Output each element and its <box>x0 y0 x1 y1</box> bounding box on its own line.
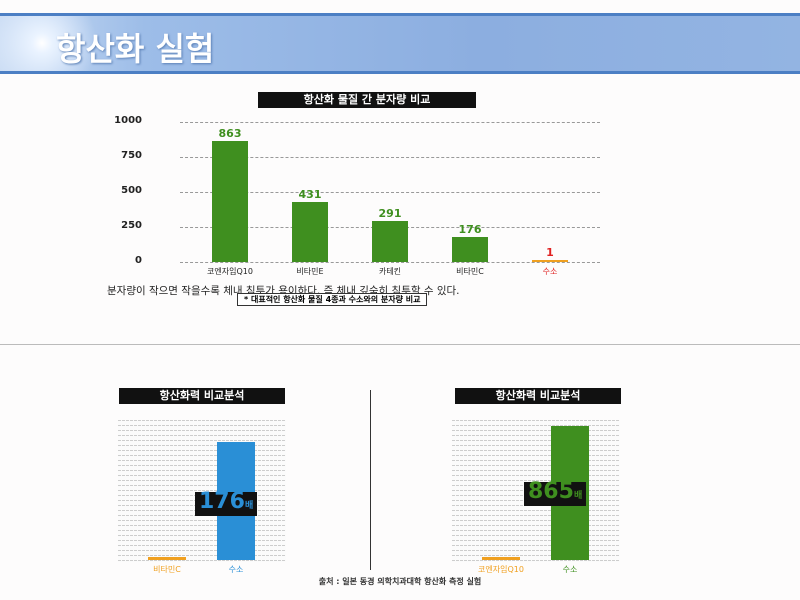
multiplier-unit: 배 <box>244 501 254 511</box>
bar-비타민C <box>148 557 186 560</box>
data-label: 176 <box>458 223 482 237</box>
x-label: 수소 <box>228 565 244 574</box>
bar <box>372 221 408 262</box>
bar-코엔자임Q10 <box>482 557 520 560</box>
data-label: 291 <box>378 207 402 221</box>
section-divider <box>0 344 800 345</box>
data-label: 431 <box>298 187 322 201</box>
x-label: 코엔자임Q10 <box>478 565 524 574</box>
bar <box>452 237 488 262</box>
y-tick-label: 500 <box>121 185 142 196</box>
x-tick-label: 비타민E <box>296 267 324 276</box>
x-label: 비타민C <box>153 565 181 574</box>
multiplier-label: 176배 <box>195 489 258 516</box>
bar <box>212 141 248 262</box>
y-tick-label: 250 <box>121 220 142 231</box>
multiplier-label: 865배 <box>524 479 587 506</box>
bar <box>292 201 328 262</box>
gridline <box>180 262 600 263</box>
bar <box>532 260 568 262</box>
source-text: 출처 : 일본 동경 의학치과대학 항산화 측정 실험 <box>318 577 482 586</box>
x-tick-label: 수소 <box>542 267 558 276</box>
multiplier-value: 176 <box>199 489 245 514</box>
y-tick-label: 0 <box>135 255 142 266</box>
vertical-divider <box>370 390 371 570</box>
x-tick-label: 카테킨 <box>378 267 402 276</box>
y-tick-label: 750 <box>121 150 142 161</box>
x-label: 수소 <box>562 565 578 574</box>
data-label: 863 <box>218 127 242 141</box>
gridline <box>180 122 600 123</box>
gridline <box>180 192 600 193</box>
chart3-grid <box>452 420 620 562</box>
chart2-grid <box>118 420 286 562</box>
gridline <box>180 157 600 158</box>
footnote: * 대표적인 항산화 물질 4종과 수소와의 분자량 비교 <box>237 293 428 306</box>
chart1-title: 항산화 물질 간 분자량 비교 <box>258 92 476 108</box>
multiplier-unit: 배 <box>573 491 583 501</box>
chart2-title: 항산화력 비교분석 <box>119 388 285 404</box>
header-banner: 항산화 실험 <box>0 13 800 74</box>
y-tick-label: 1000 <box>114 115 142 126</box>
x-tick-label: 비타민C <box>456 267 484 276</box>
x-tick-label: 코엔자임Q10 <box>207 267 253 276</box>
page-title: 항산화 실험 <box>56 30 215 68</box>
sparkle-decoration <box>0 16 110 71</box>
chart3-title: 항산화력 비교분석 <box>455 388 621 404</box>
multiplier-value: 865 <box>528 479 574 504</box>
data-label: 1 <box>546 246 554 259</box>
